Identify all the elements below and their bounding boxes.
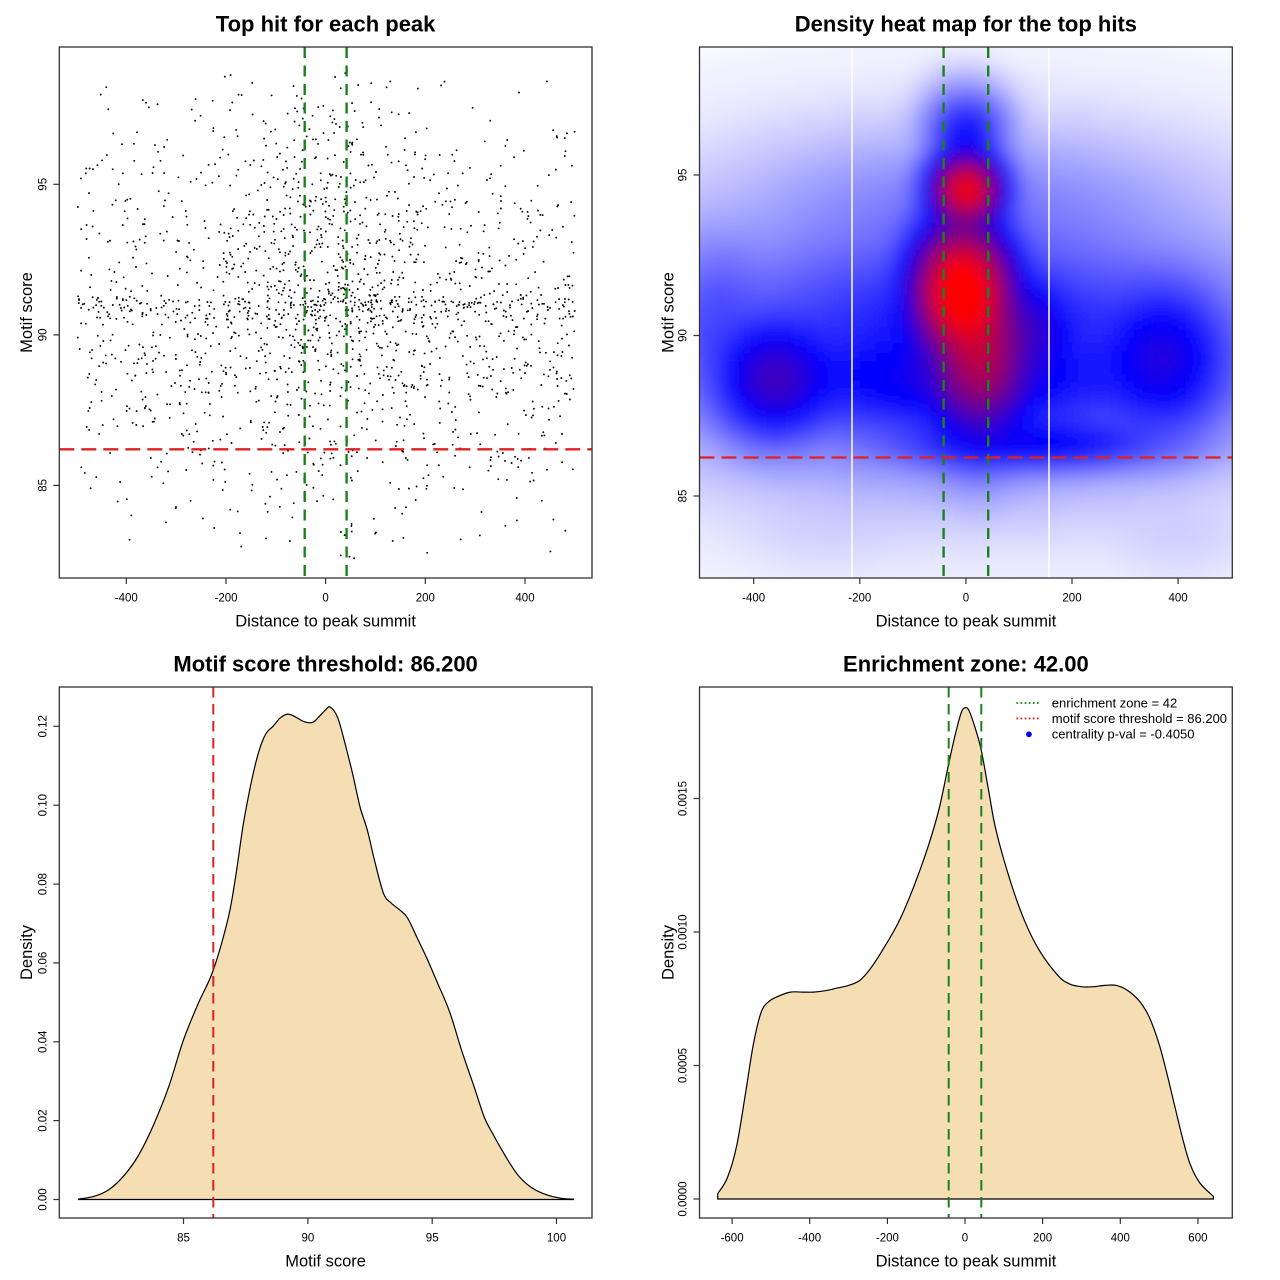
svg-text:90: 90: [302, 1233, 315, 1245]
svg-text:centrality p-val = -0.4050: centrality p-val = -0.4050: [1052, 727, 1195, 742]
svg-text:100: 100: [547, 1233, 566, 1245]
svg-text:-400: -400: [798, 1233, 821, 1245]
svg-text:0.0000: 0.0000: [678, 1181, 690, 1216]
svg-text:Motif score: Motif score: [18, 272, 36, 353]
svg-text:95: 95: [678, 169, 690, 182]
svg-text:Motif score threshold: 86.200: Motif score threshold: 86.200: [173, 652, 477, 677]
svg-text:-200: -200: [876, 1233, 899, 1245]
svg-text:0.08: 0.08: [38, 873, 50, 895]
svg-text:200: 200: [1062, 593, 1081, 605]
svg-text:Motif score: Motif score: [660, 272, 678, 353]
svg-text:95: 95: [38, 178, 50, 191]
svg-text:90: 90: [38, 329, 50, 342]
svg-text:-200: -200: [214, 593, 237, 605]
svg-text:85: 85: [38, 479, 50, 492]
svg-text:0.0010: 0.0010: [678, 914, 690, 949]
svg-text:Top hit for each peak: Top hit for each peak: [216, 12, 436, 37]
svg-text:95: 95: [426, 1233, 439, 1245]
svg-text:Distance to peak summit: Distance to peak summit: [235, 613, 416, 631]
svg-text:200: 200: [1033, 1233, 1052, 1245]
svg-text:85: 85: [177, 1233, 190, 1245]
svg-text:0.00: 0.00: [38, 1188, 50, 1210]
svg-text:-400: -400: [115, 593, 138, 605]
svg-text:0.02: 0.02: [38, 1109, 50, 1131]
svg-text:400: 400: [1169, 593, 1188, 605]
svg-text:Distance to peak summit: Distance to peak summit: [876, 1253, 1057, 1271]
svg-text:400: 400: [1111, 1233, 1130, 1245]
svg-text:0.12: 0.12: [38, 715, 50, 737]
svg-text:600: 600: [1188, 1233, 1207, 1245]
svg-text:0: 0: [963, 593, 969, 605]
svg-text:85: 85: [678, 490, 690, 503]
svg-text:-400: -400: [742, 593, 765, 605]
svg-text:Density: Density: [18, 924, 36, 980]
svg-text:0.06: 0.06: [38, 952, 50, 974]
svg-text:Density heat map for the top h: Density heat map for the top hits: [795, 12, 1137, 37]
svg-text:400: 400: [515, 593, 534, 605]
svg-text:0: 0: [322, 593, 328, 605]
svg-text:0.0015: 0.0015: [678, 781, 690, 816]
svg-text:0.10: 0.10: [38, 794, 50, 816]
svg-text:-600: -600: [721, 1233, 744, 1245]
svg-text:Motif score: Motif score: [285, 1253, 366, 1271]
svg-text:200: 200: [416, 593, 435, 605]
svg-text:0: 0: [962, 1233, 968, 1245]
svg-text:motif score threshold = 86.200: motif score threshold = 86.200: [1052, 711, 1227, 726]
svg-text:enrichment zone = 42: enrichment zone = 42: [1052, 695, 1177, 710]
svg-text:0.0005: 0.0005: [678, 1048, 690, 1083]
svg-text:0.04: 0.04: [38, 1030, 50, 1053]
svg-text:Enrichment zone: 42.00: Enrichment zone: 42.00: [843, 652, 1089, 677]
svg-text:Distance to peak summit: Distance to peak summit: [876, 613, 1057, 631]
svg-text:90: 90: [678, 329, 690, 342]
svg-text:Density: Density: [660, 924, 678, 980]
svg-text:-200: -200: [848, 593, 871, 605]
